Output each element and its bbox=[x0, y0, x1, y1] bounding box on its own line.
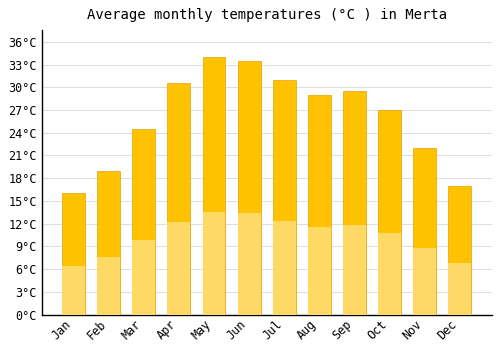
Bar bbox=[448, 263, 471, 315]
Bar bbox=[378, 233, 401, 315]
Bar bbox=[202, 211, 226, 315]
Bar bbox=[168, 84, 190, 315]
Bar bbox=[238, 213, 260, 315]
Bar bbox=[448, 186, 471, 315]
Bar bbox=[98, 170, 120, 315]
Bar bbox=[414, 248, 436, 315]
Bar bbox=[98, 257, 120, 315]
Bar bbox=[238, 61, 260, 315]
Title: Average monthly temperatures (°C ) in Merta: Average monthly temperatures (°C ) in Me… bbox=[86, 8, 446, 22]
Bar bbox=[132, 240, 155, 315]
Bar bbox=[343, 225, 366, 315]
Bar bbox=[132, 129, 155, 315]
Bar bbox=[168, 222, 190, 315]
Bar bbox=[273, 80, 295, 315]
Bar bbox=[62, 266, 85, 315]
Bar bbox=[343, 91, 366, 315]
Bar bbox=[414, 148, 436, 315]
Bar bbox=[378, 110, 401, 315]
Bar bbox=[62, 193, 85, 315]
Bar bbox=[308, 95, 331, 315]
Bar bbox=[202, 57, 226, 315]
Bar bbox=[273, 220, 295, 315]
Bar bbox=[308, 227, 331, 315]
